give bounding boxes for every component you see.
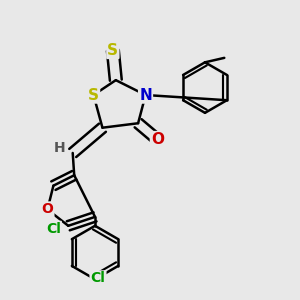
Text: N: N: [139, 88, 152, 103]
Text: S: S: [107, 43, 118, 58]
Text: O: O: [41, 202, 53, 216]
Text: O: O: [151, 132, 164, 147]
Text: H: H: [53, 141, 65, 154]
Text: S: S: [88, 88, 99, 103]
Text: Cl: Cl: [91, 272, 105, 285]
Text: Cl: Cl: [46, 222, 61, 236]
